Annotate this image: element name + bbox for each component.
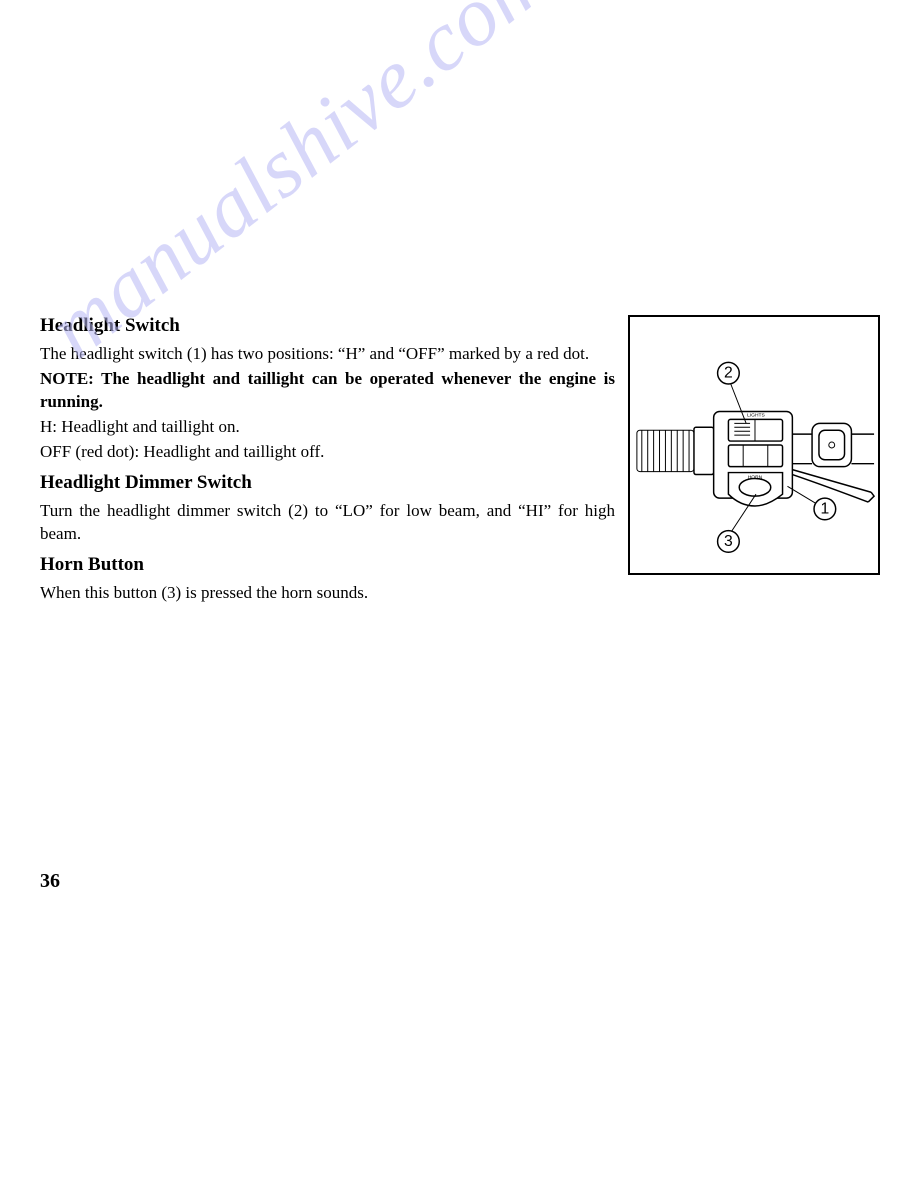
paragraph: When this button (3) is pressed the horn… bbox=[40, 582, 615, 605]
paragraph: Turn the headlight dimmer switch (2) to … bbox=[40, 500, 615, 546]
handlebar-diagram-svg: LIGHTS HORN bbox=[630, 317, 878, 573]
callout-1-text: 1 bbox=[820, 500, 829, 517]
note-paragraph: NOTE: The headlight and taillight can be… bbox=[40, 368, 615, 414]
page-number: 36 bbox=[40, 870, 60, 893]
paragraph: H: Headlight and taillight on. bbox=[40, 416, 615, 439]
text-column: Headlight Switch The headlight switch (1… bbox=[40, 315, 615, 607]
horn-label: HORN bbox=[748, 474, 763, 480]
heading-dimmer-switch: Headlight Dimmer Switch bbox=[40, 472, 615, 494]
paragraph: The headlight switch (1) has two positio… bbox=[40, 343, 615, 366]
callout-2-text: 2 bbox=[724, 365, 733, 382]
heading-horn-button: Horn Button bbox=[40, 554, 615, 576]
lights-label: LIGHTS bbox=[747, 412, 765, 418]
callout-3-text: 3 bbox=[724, 533, 733, 550]
figure-handlebar-diagram: LIGHTS HORN bbox=[628, 315, 880, 575]
page-content: Headlight Switch The headlight switch (1… bbox=[40, 315, 880, 607]
heading-headlight-switch: Headlight Switch bbox=[40, 315, 615, 337]
paragraph: OFF (red dot): Headlight and taillight o… bbox=[40, 441, 615, 464]
